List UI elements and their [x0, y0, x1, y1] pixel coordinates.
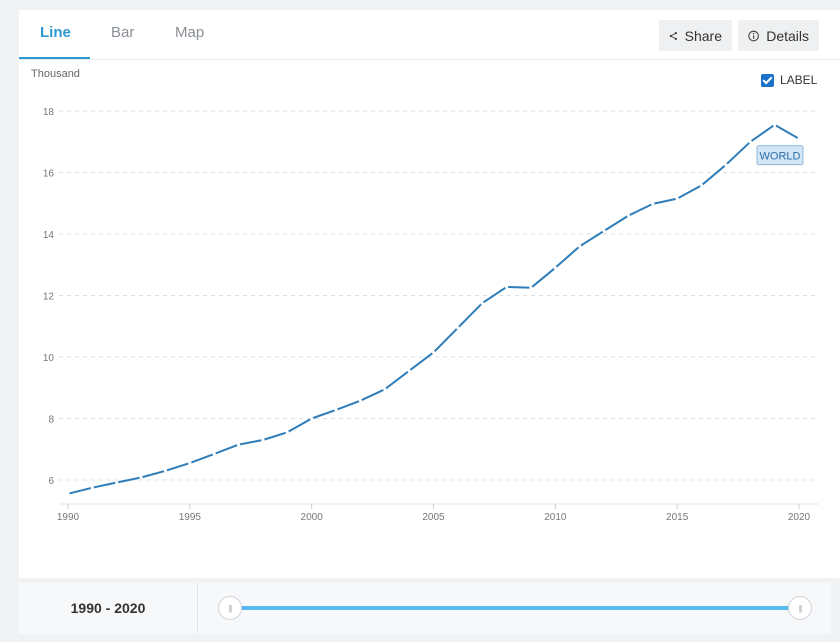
- data-point: [383, 387, 387, 391]
- data-point: [358, 399, 362, 403]
- tab-divider: [19, 59, 840, 60]
- y-tick-label: 18: [43, 107, 55, 118]
- data-point: [529, 286, 533, 290]
- data-point: [505, 285, 509, 289]
- label-toggle[interactable]: LABEL: [761, 73, 817, 87]
- tab-bar[interactable]: Bar: [111, 24, 135, 41]
- series-label-box: [756, 145, 804, 166]
- active-tab-indicator: [19, 57, 90, 59]
- x-tick-label: 1990: [57, 512, 80, 523]
- y-axis-unit-label: Thousand: [31, 68, 80, 80]
- footer-divider: [197, 582, 198, 634]
- slider-end-handle[interactable]: |||: [788, 596, 812, 620]
- data-point: [261, 438, 265, 442]
- details-label: Details: [766, 27, 809, 44]
- year-range-text: 1990 - 2020: [70, 600, 146, 616]
- x-tick-label: 2005: [422, 512, 445, 523]
- tab-map[interactable]: Map: [175, 24, 205, 41]
- data-point: [651, 202, 655, 206]
- data-point: [578, 244, 582, 248]
- data-point: [553, 266, 557, 270]
- data-point: [797, 137, 801, 141]
- data-point: [285, 430, 289, 434]
- x-tick-label: 2020: [788, 512, 811, 523]
- y-tick-label: 8: [48, 415, 54, 426]
- x-tick-label: 2015: [666, 512, 689, 523]
- share-icon: [669, 31, 677, 40]
- x-tick-label: 1995: [179, 512, 202, 523]
- data-point: [480, 301, 484, 305]
- data-point: [163, 469, 168, 473]
- y-tick-label: 14: [43, 230, 55, 241]
- y-tick-label: 6: [48, 476, 54, 487]
- data-point: [236, 443, 241, 447]
- slider-start-handle[interactable]: |||: [218, 596, 242, 620]
- data-point: [188, 461, 192, 465]
- data-point: [626, 213, 631, 218]
- data-point: [431, 350, 436, 354]
- y-tick-label: 12: [43, 292, 55, 303]
- x-tick-label: 2000: [301, 512, 324, 523]
- line-chart: 6 8 10 12 14 16 18 1990 1995 2000 2005 2010 2015 2020…: [43, 107, 819, 523]
- data-point: [724, 163, 728, 167]
- share-button[interactable]: Share: [659, 20, 732, 51]
- data-point: [699, 183, 704, 188]
- checkbox-checked-icon[interactable]: [761, 73, 774, 87]
- data-point: [66, 492, 70, 496]
- series-line-world: [67, 123, 800, 495]
- info-icon: [748, 30, 759, 41]
- data-point: [675, 197, 679, 201]
- data-point: [773, 123, 777, 127]
- share-label: Share: [684, 27, 722, 44]
- y-tick-label: 10: [43, 353, 55, 364]
- data-point: [407, 369, 411, 373]
- tab-line[interactable]: Line: [40, 24, 71, 41]
- y-tick-label: 16: [43, 169, 55, 180]
- x-tick-label: 2010: [544, 512, 567, 523]
- data-point: [456, 326, 460, 330]
- details-button[interactable]: Details: [738, 20, 819, 51]
- time-range-footer: 1990 - 2020 ||| |||: [19, 582, 831, 634]
- data-point: [90, 486, 94, 490]
- series-label-world: WORLD: [760, 151, 801, 163]
- data-point: [748, 140, 752, 144]
- data-point: [115, 480, 119, 485]
- data-point: [139, 475, 143, 480]
- data-point: [310, 416, 314, 421]
- chart-panel: Line Bar Map Share Details Thousand LABE…: [19, 10, 840, 578]
- label-toggle-text: LABEL: [780, 73, 818, 87]
- year-range-slider-track[interactable]: [230, 606, 800, 610]
- data-point: [334, 408, 338, 412]
- data-point: [602, 229, 606, 233]
- data-point: [212, 452, 216, 456]
